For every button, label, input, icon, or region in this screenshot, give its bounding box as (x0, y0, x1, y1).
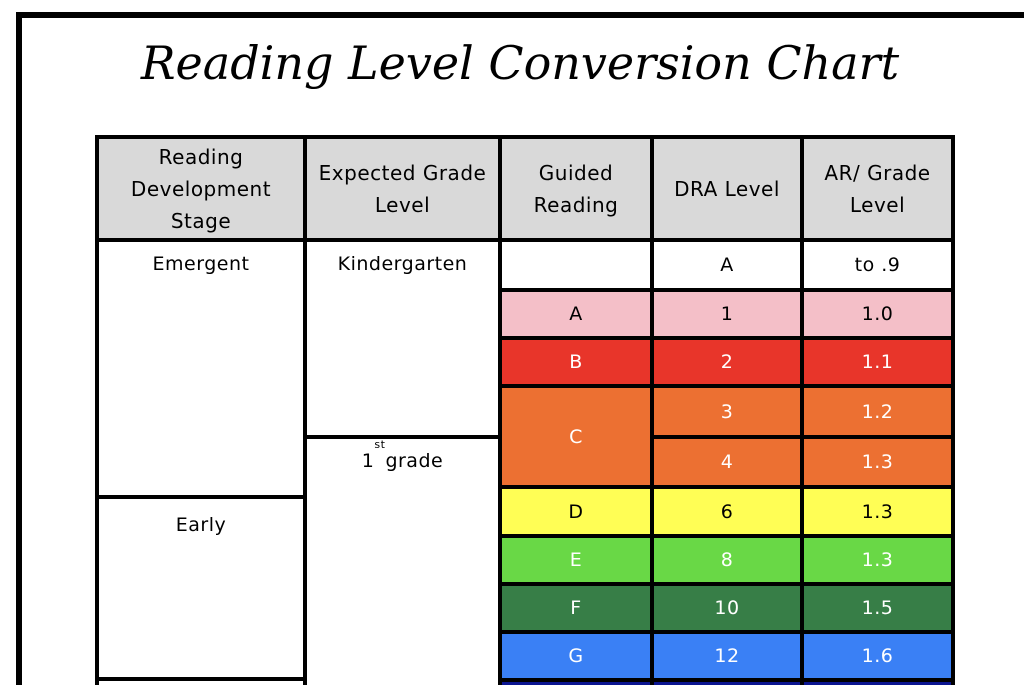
stage-cell: Emergent (99, 242, 303, 495)
ar-cell: to .9 (804, 242, 951, 288)
ar-cell: 1.5 (804, 586, 951, 630)
dra-cell: 4 (654, 439, 800, 485)
guided-cell (502, 242, 650, 288)
guided-cell: A (502, 292, 650, 336)
guided-cell: B (502, 340, 650, 384)
ar-cell: 1.3 (804, 538, 951, 582)
guided-cell: E (502, 538, 650, 582)
dra-cell: 3 (654, 388, 800, 435)
dra-cell: 8 (654, 538, 800, 582)
ar-cell: 1.1 (804, 340, 951, 384)
ar-cell: 1.3 (804, 489, 951, 534)
dra-cell: A (654, 242, 800, 288)
header-cell: AR/ Grade Level (804, 139, 951, 238)
ar-cell (804, 682, 951, 685)
header-label: Expected Grade Level (318, 160, 487, 217)
conversion-table: Reading Development Stage Expected Grade … (95, 135, 955, 687)
header-cell: DRA Level (654, 139, 800, 238)
ar-cell: 1.2 (804, 388, 951, 435)
dra-cell: 10 (654, 586, 800, 630)
ar-cell: 1.0 (804, 292, 951, 336)
stage-cell (99, 681, 303, 687)
dra-cell: 2 (654, 340, 800, 384)
stage-cell: Early (99, 499, 303, 677)
dra-cell: 6 (654, 489, 800, 534)
dra-cell: 1 (654, 292, 800, 336)
guided-cell: G (502, 634, 650, 678)
header-label: AR/ Grade Level (824, 160, 931, 217)
header-label: DRA Level (674, 176, 780, 201)
page-title: Reading Level Conversion Chart (140, 36, 900, 90)
guided-cell: D (502, 489, 650, 534)
guided-cell: F (502, 586, 650, 630)
dra-cell: 12 (654, 634, 800, 678)
header-cell: Guided Reading (502, 139, 650, 238)
ar-cell: 1.3 (804, 439, 951, 485)
header-label: Guided Reading (533, 160, 619, 217)
dra-cell (654, 682, 800, 685)
guided-cell: C (502, 388, 650, 485)
guided-cell (502, 682, 650, 685)
header-label: Reading Development Stage (130, 144, 272, 233)
header-cell: Reading Development Stage (99, 139, 303, 238)
header-cell: Expected Grade Level (307, 139, 498, 238)
ar-cell: 1.6 (804, 634, 951, 678)
page-border (16, 12, 1024, 685)
grade-cell: Kindergarten (307, 242, 498, 435)
